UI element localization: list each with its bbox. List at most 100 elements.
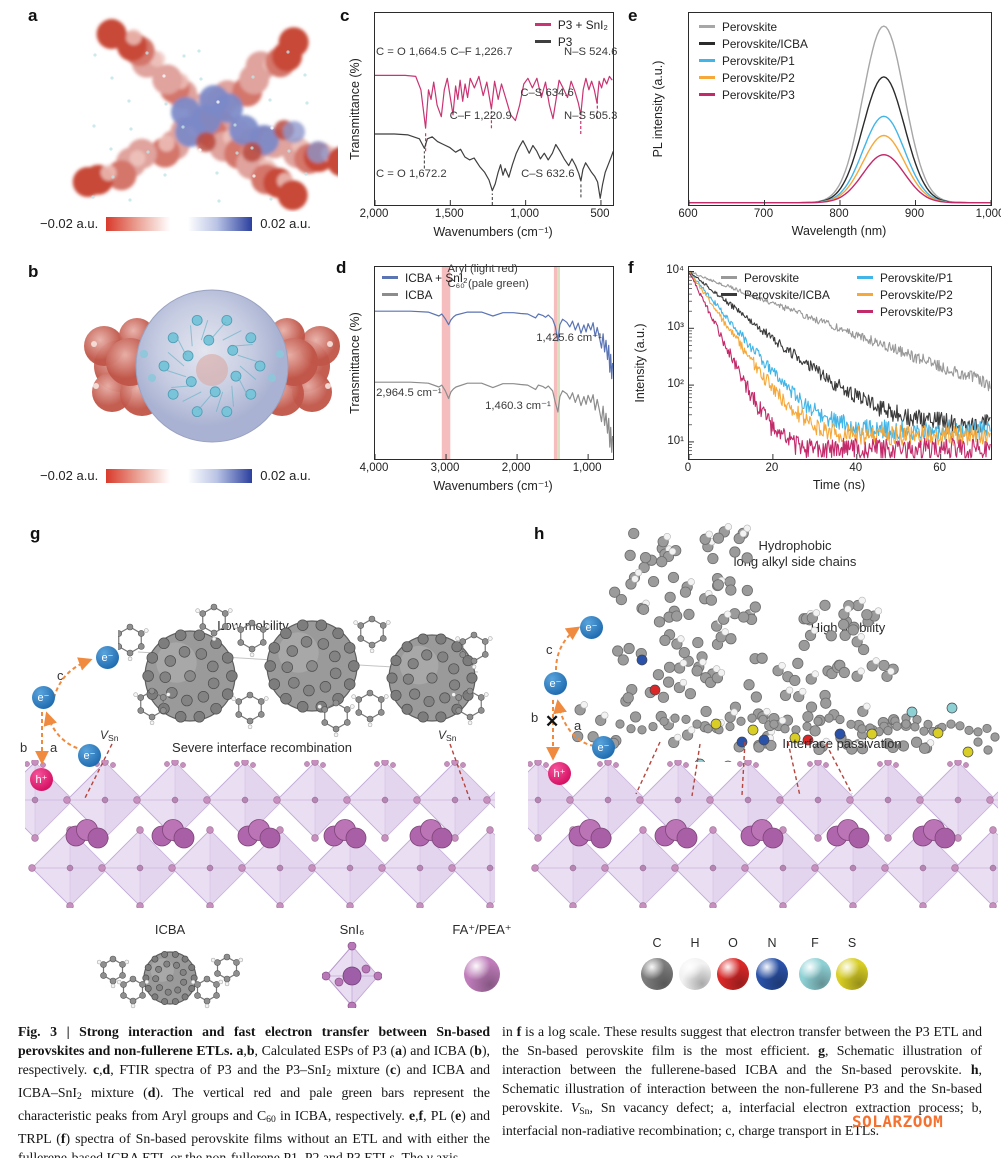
tick-label: 900	[904, 208, 925, 220]
panel-label-a: a	[28, 6, 38, 25]
hole-circle: h⁺	[548, 762, 571, 785]
g-vsn-label: VSn	[100, 728, 119, 744]
legend-item: Perovskite/P1	[857, 269, 953, 286]
legend-swatch	[699, 25, 715, 28]
panel-label-d: d	[336, 258, 347, 277]
blocked-cross-icon: ✕	[545, 712, 560, 731]
e-x-ticks: 600 700 800 900 1,000	[678, 208, 1001, 222]
ftir-p3-chart: P3 + SnI₂ P3 C = O 1,664.5 C–F 1,226.7 N–S…	[374, 12, 618, 206]
panel-label-e: e	[628, 6, 638, 25]
legend-swatch	[857, 310, 873, 313]
legend-swatch	[699, 59, 715, 62]
trpl-decay-chart: Perovskite Perovskite/ICBA Perovskite/P1…	[688, 266, 992, 460]
electron-circle: e⁻	[580, 616, 603, 639]
element-sphere	[836, 958, 868, 990]
d-legend: ICBA + SnI₂ ICBA	[382, 269, 468, 303]
g-vsn-label: VSn	[438, 728, 457, 744]
d-x-ticks: 4,000 3,000 2,000 1,000	[360, 462, 612, 476]
f-y-axis-label: Intensity (a.u.)	[633, 323, 647, 403]
element-symbol-label: F	[811, 936, 819, 950]
tick-label: 10²	[667, 378, 684, 391]
legend-swatch	[721, 276, 737, 279]
chart-annotation: C–S 634.6	[520, 87, 574, 100]
panel-label-f: f	[628, 258, 634, 277]
icba-legend-label: ICBA	[154, 922, 186, 937]
chart-annotation: C = O 1,664.5	[376, 46, 447, 59]
tick-label: 4,000	[359, 462, 389, 474]
electron-circle: e⁻	[544, 672, 567, 695]
tick-label: 700	[753, 208, 774, 220]
element-sphere	[717, 958, 749, 990]
tick-label: 1,000	[572, 462, 602, 474]
watermark: SOLARZOOM	[852, 1112, 944, 1131]
e-legend: Perovskite Perovskite/ICBA Perovskite/P1…	[699, 18, 808, 103]
tick-label: 1,000	[510, 208, 540, 220]
perovskite-slab-image	[25, 760, 495, 908]
g-severe-recombination-label: Severe interface recombination	[172, 740, 352, 755]
colorbar-gradient	[106, 216, 253, 231]
e-x-axis-label: Wavelength (nm)	[791, 224, 887, 238]
legend-swatch	[534, 40, 551, 43]
tick-label: 60	[933, 462, 947, 474]
legend-swatch	[699, 76, 715, 79]
fa-pea-legend-label: FA⁺/PEA⁺	[452, 922, 512, 937]
h-interface-passivation-label: Interface passivation	[782, 736, 902, 751]
chart-annotation: C–F 1,220.9	[449, 110, 512, 123]
tick-label: 600	[678, 208, 698, 220]
c-x-axis-label: Wavenumbers (cm⁻¹)	[433, 225, 553, 239]
chart-annotation: Aryl (light red)	[447, 262, 518, 275]
p3-molecule-image	[572, 523, 1000, 762]
legend-swatch	[721, 293, 737, 296]
electron-circle: e⁻	[78, 744, 101, 767]
chart-annotation: 1,460.3 cm⁻¹	[485, 399, 551, 412]
panel-label-g: g	[30, 524, 41, 543]
legend-item: Perovskite	[721, 269, 830, 286]
chart-annotation: C = O 1,672.2	[376, 168, 447, 180]
tick-label: 3,000	[430, 462, 460, 474]
chart-annotation: 2,964.5 cm⁻¹	[376, 386, 442, 399]
colorbar-max-label: 0.02 a.u.	[260, 216, 311, 231]
sni6-octahedron-image	[322, 942, 382, 1008]
c-legend: P3 + SnI₂ P3	[534, 16, 608, 50]
tick-label: 2,000	[501, 462, 531, 474]
element-symbol-label: O	[728, 936, 738, 950]
legend-item: Perovskite/P3	[699, 86, 808, 103]
panel-label-h: h	[534, 524, 545, 543]
c-y-axis-label: Transmittance (%)	[348, 58, 362, 160]
legend-item: ICBA + SnI₂	[382, 269, 468, 286]
c-x-ticks: 2,000 1,500 1,000 500	[360, 208, 612, 222]
chart-annotation: N–S 524.6	[564, 46, 618, 59]
legend-swatch	[699, 93, 715, 96]
pl-spectra-chart: Perovskite Perovskite/ICBA Perovskite/P1…	[688, 12, 992, 206]
tick-label: 1,500	[434, 208, 464, 220]
colorbar-a: −0.02 a.u. 0.02 a.u.	[40, 216, 311, 231]
tick-label: 20	[765, 462, 779, 474]
tick-label: 40	[849, 462, 863, 474]
colorbar-min-label: −0.02 a.u.	[40, 216, 99, 231]
f-legend-col1: Perovskite Perovskite/ICBA	[721, 269, 830, 303]
legend-item: Perovskite/ICBA	[721, 286, 830, 303]
element-symbol-label: N	[767, 936, 777, 950]
e-y-axis-label: PL intensity (a.u.)	[651, 60, 665, 158]
tick-label: 0	[684, 462, 692, 474]
chart-annotation: N–S 505.3	[564, 110, 618, 123]
legend-swatch	[857, 276, 873, 279]
h-process-letter-a: a	[574, 718, 582, 733]
ftir-icba-chart: ICBA + SnI₂ ICBA Aryl (light red) C₆₀ (pa…	[374, 262, 614, 460]
g-process-letter-a: a	[50, 740, 58, 755]
f-x-axis-label: Time (ns)	[812, 478, 866, 492]
element-sphere	[799, 958, 831, 990]
h-hydrophobic-label2: long alkyl side chains	[733, 554, 857, 569]
tick-label: 800	[829, 208, 849, 220]
element-sphere	[756, 958, 788, 990]
element-symbol-label: C	[652, 936, 662, 950]
legend-item: P3	[534, 33, 608, 50]
legend-item: ICBA	[382, 286, 468, 303]
d-y-axis-label: Transmittance (%)	[348, 312, 362, 414]
chart-annotation: C–S 632.6	[521, 168, 575, 180]
legend-swatch	[382, 276, 398, 279]
sni6-legend-label: SnI₆	[339, 922, 365, 937]
chart-annotation: 1,425.6 cm⁻¹	[536, 331, 602, 344]
element-symbol-label: H	[690, 936, 700, 950]
tick-label: 10¹	[667, 434, 684, 447]
